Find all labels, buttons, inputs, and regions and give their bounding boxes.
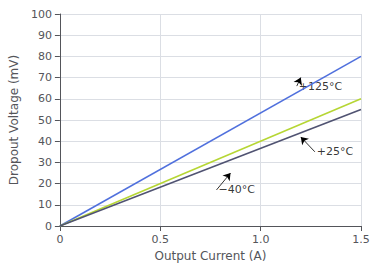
svg-text:80: 80: [38, 50, 52, 63]
svg-text:0: 0: [45, 220, 52, 233]
svg-text:30: 30: [38, 156, 52, 169]
svg-text:Output Current (A): Output Current (A): [154, 249, 266, 263]
svg-text:1.5: 1.5: [352, 233, 370, 246]
svg-text:10: 10: [38, 198, 52, 211]
svg-text:1.0: 1.0: [252, 233, 270, 246]
svg-text:Dropout Voltage (mV): Dropout Voltage (mV): [7, 55, 21, 185]
svg-text:50: 50: [38, 114, 52, 127]
svg-text:0.5: 0.5: [152, 233, 170, 246]
svg-text:40: 40: [38, 135, 52, 148]
svg-text:20: 20: [38, 177, 52, 190]
svg-text:100: 100: [31, 8, 52, 21]
svg-text:60: 60: [38, 92, 52, 105]
svg-text:70: 70: [38, 71, 52, 84]
svg-text:−40°C: −40°C: [218, 183, 255, 196]
svg-text:+25°C: +25°C: [317, 145, 354, 158]
svg-text:+125°C: +125°C: [299, 80, 343, 93]
svg-text:90: 90: [38, 29, 52, 42]
svg-text:0: 0: [56, 233, 63, 246]
